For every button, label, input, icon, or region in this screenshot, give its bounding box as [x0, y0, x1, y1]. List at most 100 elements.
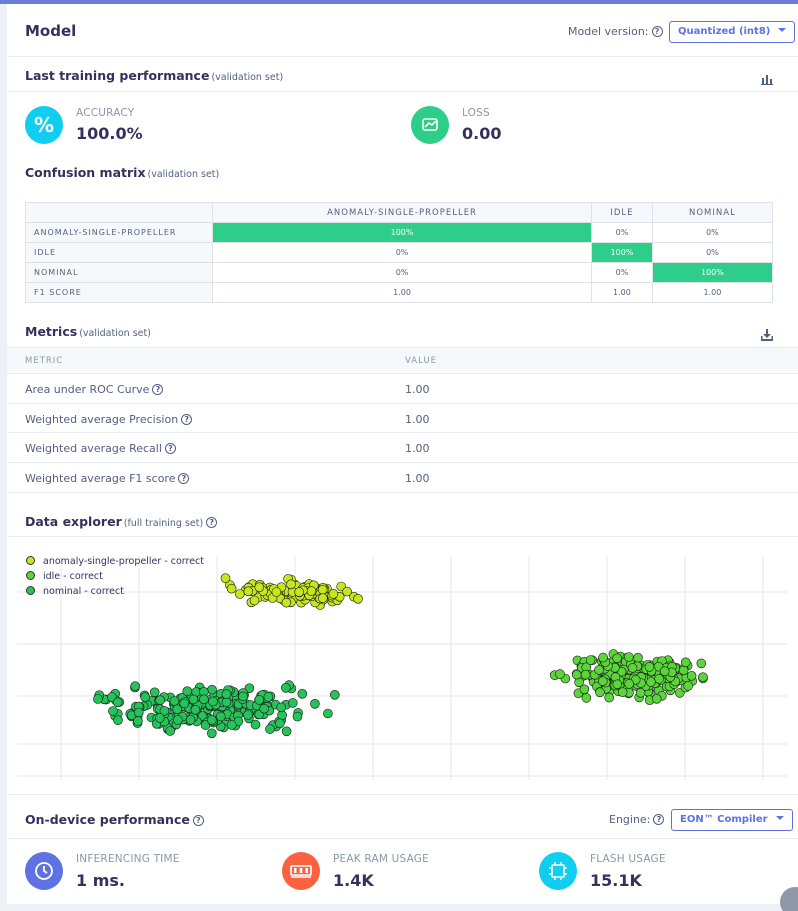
scatter-point[interactable]: [612, 653, 622, 664]
scatter-point[interactable]: [265, 724, 275, 734]
data-explorer-scatter-plot[interactable]: [17, 548, 787, 780]
scatter-point[interactable]: [635, 688, 646, 698]
scatter-point[interactable]: [281, 726, 292, 737]
scatter-point[interactable]: [207, 684, 217, 695]
scatter-point[interactable]: [208, 696, 218, 707]
scatter-point[interactable]: [594, 665, 604, 675]
scatter-point[interactable]: [93, 694, 103, 704]
scatter-point[interactable]: [149, 687, 160, 698]
scatter-point[interactable]: [678, 665, 689, 675]
help-icon[interactable]: ?: [181, 414, 193, 425]
help-icon[interactable]: ?: [164, 443, 176, 454]
scatter-point[interactable]: [221, 697, 232, 707]
scatter-point[interactable]: [221, 689, 232, 699]
scatter-point[interactable]: [323, 708, 333, 719]
scatter-point[interactable]: [280, 683, 291, 693]
help-icon[interactable]: ?: [206, 517, 218, 528]
scatter-point[interactable]: [604, 692, 615, 703]
scatter-point[interactable]: [277, 710, 287, 720]
scatter-point[interactable]: [249, 595, 260, 606]
scatter-point[interactable]: [329, 690, 340, 700]
scatter-point[interactable]: [216, 711, 226, 722]
scatter-point[interactable]: [646, 677, 656, 687]
scatter-point[interactable]: [585, 655, 596, 665]
help-icon[interactable]: ?: [152, 384, 164, 395]
legend-item[interactable]: idle - correct: [26, 571, 103, 582]
scatter-point[interactable]: [259, 703, 269, 714]
scatter-point[interactable]: [555, 669, 565, 679]
scatter-point[interactable]: [342, 586, 352, 597]
scatter-point[interactable]: [696, 658, 707, 669]
engine-select[interactable]: EON™ Compiler: [671, 809, 793, 831]
scatter-point[interactable]: [244, 683, 255, 693]
scatter-point[interactable]: [254, 695, 265, 705]
scatter-point[interactable]: [207, 715, 217, 725]
scatter-point[interactable]: [159, 706, 170, 716]
scatter-point[interactable]: [292, 711, 303, 722]
scatter-point[interactable]: [169, 696, 180, 706]
scatter-point[interactable]: [113, 715, 123, 725]
scatter-point[interactable]: [297, 689, 308, 699]
scatter-point[interactable]: [155, 695, 165, 705]
scatter-point[interactable]: [617, 687, 628, 697]
download-icon[interactable]: [761, 326, 773, 345]
legend-item[interactable]: anomaly-single-propeller - correct: [26, 556, 204, 567]
chat-widget-button[interactable]: [780, 887, 798, 911]
scatter-point[interactable]: [155, 713, 165, 723]
scatter-point[interactable]: [317, 593, 328, 604]
legend-item[interactable]: nominal - correct: [26, 586, 124, 597]
scatter-point[interactable]: [580, 669, 591, 680]
scatter-point[interactable]: [281, 597, 292, 608]
help-icon[interactable]: ?: [192, 815, 204, 826]
scatter-point[interactable]: [173, 715, 183, 725]
scatter-point[interactable]: [220, 573, 231, 584]
scatter-point[interactable]: [243, 586, 254, 597]
scatter-point[interactable]: [624, 679, 635, 689]
scatter-point[interactable]: [108, 706, 118, 716]
scatter-point[interactable]: [112, 697, 123, 708]
scatter-point[interactable]: [310, 699, 320, 709]
scatter-point[interactable]: [644, 662, 655, 672]
scatter-point[interactable]: [226, 583, 237, 594]
scatter-point[interactable]: [627, 663, 638, 673]
scatter-point[interactable]: [254, 582, 265, 593]
scatter-point[interactable]: [172, 704, 182, 715]
scatter-point[interactable]: [188, 694, 199, 705]
scatter-point[interactable]: [328, 589, 339, 599]
scatter-point[interactable]: [250, 719, 261, 730]
scatter-point[interactable]: [623, 652, 634, 662]
scatter-point[interactable]: [276, 702, 287, 713]
scatter-point[interactable]: [579, 684, 590, 695]
scatter-point[interactable]: [595, 687, 605, 698]
scatter-point[interactable]: [185, 715, 196, 725]
scatter-point[interactable]: [275, 718, 285, 729]
help-icon[interactable]: ?: [653, 814, 665, 825]
scatter-point[interactable]: [683, 681, 694, 691]
scatter-point[interactable]: [633, 653, 643, 663]
scatter-point[interactable]: [597, 676, 608, 686]
scatter-point[interactable]: [686, 671, 697, 681]
scatter-point[interactable]: [271, 587, 282, 597]
scatter-point[interactable]: [182, 686, 193, 696]
scatter-point[interactable]: [680, 657, 691, 668]
scatter-point[interactable]: [263, 692, 274, 702]
scatter-point[interactable]: [654, 674, 664, 684]
scatter-point[interactable]: [238, 691, 248, 702]
scatter-point[interactable]: [130, 681, 140, 691]
scatter-point[interactable]: [179, 698, 190, 709]
bar-chart-icon[interactable]: [761, 70, 773, 89]
scatter-point[interactable]: [287, 698, 298, 708]
scatter-point[interactable]: [199, 694, 209, 705]
scatter-point[interactable]: [140, 692, 150, 702]
scatter-point[interactable]: [190, 705, 201, 715]
scatter-point[interactable]: [353, 593, 363, 604]
scatter-point[interactable]: [165, 726, 175, 736]
scatter-point[interactable]: [133, 716, 143, 726]
help-icon[interactable]: ?: [651, 26, 663, 37]
scatter-point[interactable]: [659, 666, 670, 677]
scatter-point[interactable]: [317, 584, 328, 595]
scatter-point[interactable]: [598, 652, 608, 663]
scatter-point[interactable]: [306, 586, 317, 596]
scatter-point[interactable]: [581, 693, 592, 703]
scatter-point[interactable]: [698, 672, 708, 682]
